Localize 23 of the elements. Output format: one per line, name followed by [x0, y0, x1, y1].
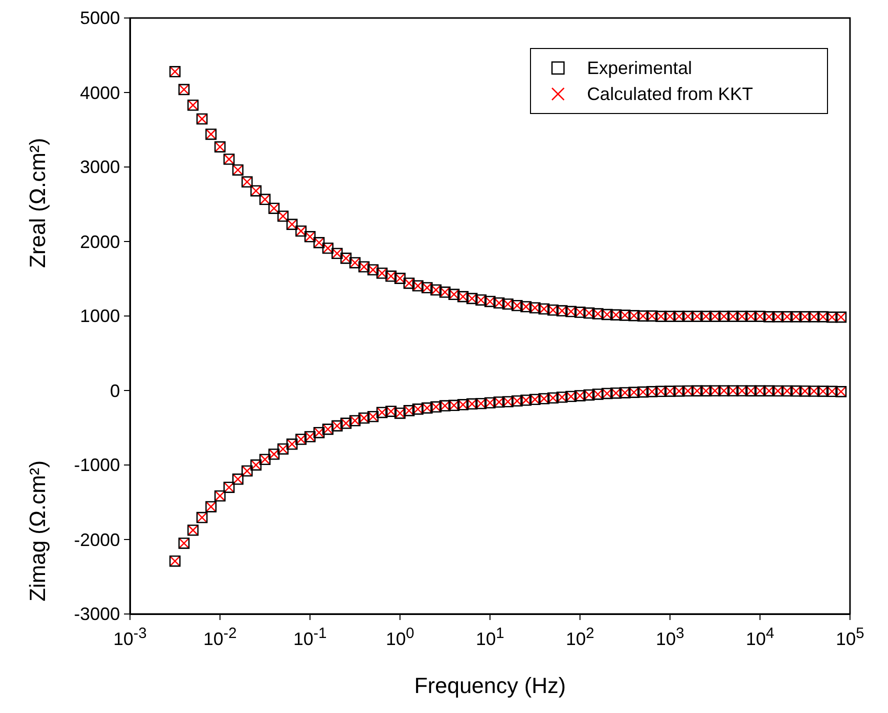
y-tick-label: -1000 — [74, 455, 120, 475]
x-tick-label: 10$^{-2}$ — [203, 625, 237, 649]
legend-label: Calculated from KKT — [586, 84, 754, 104]
y-tick-label: -3000 — [74, 604, 120, 624]
y-tick-label: 0 — [110, 380, 120, 400]
x-tick-label: 10$^{1}$ — [476, 625, 504, 649]
x-tick-label: 10$^{-1}$ — [293, 625, 327, 649]
y-tick-label: 2000 — [80, 232, 120, 252]
legend-label: Experimental — [586, 58, 693, 78]
y-tick-label: 4000 — [80, 82, 120, 102]
x-tick-label: 10$^{3}$ — [656, 625, 684, 649]
y-axis-title: Zreal (Ω.cm²) — [25, 138, 50, 268]
y-tick-label: -2000 — [74, 530, 120, 550]
x-tick-label: 10$^{0}$ — [386, 625, 414, 649]
x-tick-label: 10$^{-3}$ — [113, 625, 147, 649]
x-tick-label: 10$^{2}$ — [566, 625, 594, 649]
y-tick-label: 5000 — [80, 8, 120, 28]
x-tick-label: 10$^{5}$ — [836, 625, 864, 649]
y-tick-label: 3000 — [80, 157, 120, 177]
x-axis-title: Frequency (Hz) — [414, 673, 566, 698]
y-tick-label: 1000 — [80, 306, 120, 326]
text: Zimag (Ω.cm²) — [25, 460, 50, 602]
x-tick-label: 10$^{4}$ — [746, 625, 774, 649]
